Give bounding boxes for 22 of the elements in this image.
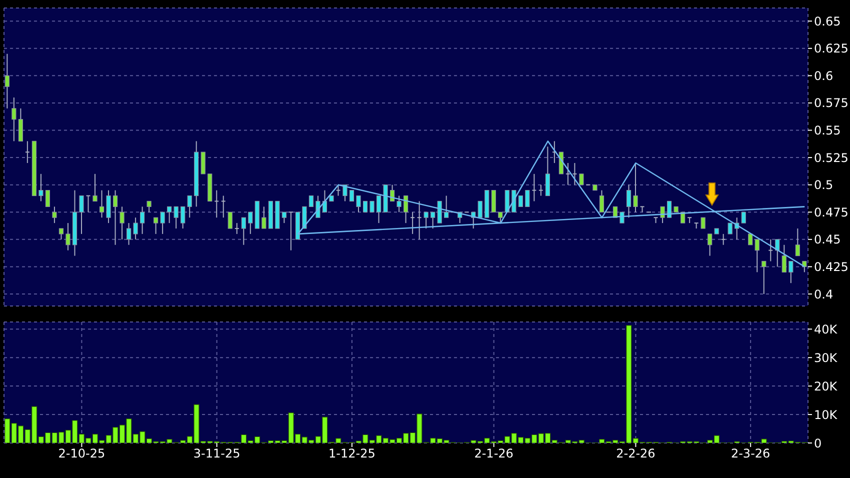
y-tick-label: 0.6 [814,68,834,83]
y-tick-label: 0.5 [814,178,834,192]
y-tick-label: 0.625 [814,42,848,56]
x-tick-label: 2-3-26 [730,446,770,461]
y-tick-label: 0.525 [814,150,848,165]
y-tick-label: 0.425 [814,260,848,274]
x-tick-label: 2-2-26 [616,446,656,461]
y-tick-label: 0 [814,436,822,450]
y-tick-label: 0.475 [814,205,848,220]
y-tick-label: 30K [814,350,838,365]
y-tick-label: 0.45 [814,232,841,247]
y-tick-label: 0.65 [814,14,841,28]
x-tick-label: 1-12-25 [328,446,376,461]
y-tick-label: 20K [814,379,838,394]
x-tick-label: 2-10-25 [58,446,106,461]
y-tick-label: 10K [814,408,838,422]
y-tick-label: 0.575 [814,96,848,110]
y-tick-label: 40K [814,322,838,336]
x-tick-label: 3-11-25 [193,446,240,461]
y-tick-label: 0.4 [814,287,834,302]
y-tick-label: 0.55 [814,124,841,138]
x-tick-label: 2-1-26 [474,446,514,461]
